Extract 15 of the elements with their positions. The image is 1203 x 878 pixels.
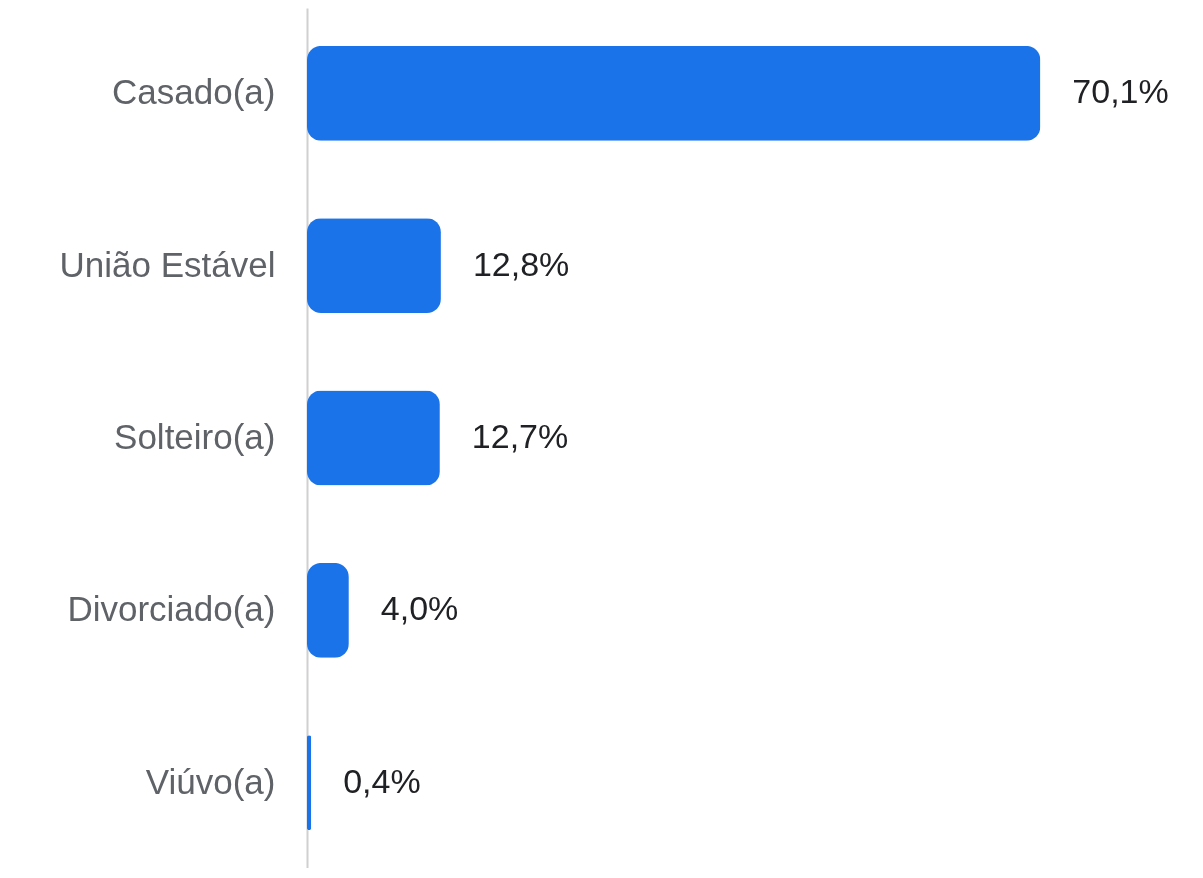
bar [307,390,440,486]
bar [307,562,349,658]
data-label: 12,7% [471,417,569,455]
y-tick-label: Casado(a) [112,72,276,112]
y-tick-label: Solteiro(a) [114,417,276,456]
data-label: 4,0% [380,589,459,628]
y-tick-label: Viúvo(a) [145,761,276,801]
bar [307,45,1041,141]
data-label: 70,1% [1072,72,1169,111]
y-tick-label: Divorciado(a) [67,589,276,629]
data-label: 12,8% [472,244,570,283]
bar [307,218,441,314]
data-label: 0,4% [343,761,421,800]
y-tick-label: União Estável [59,244,276,284]
bar [307,735,312,831]
